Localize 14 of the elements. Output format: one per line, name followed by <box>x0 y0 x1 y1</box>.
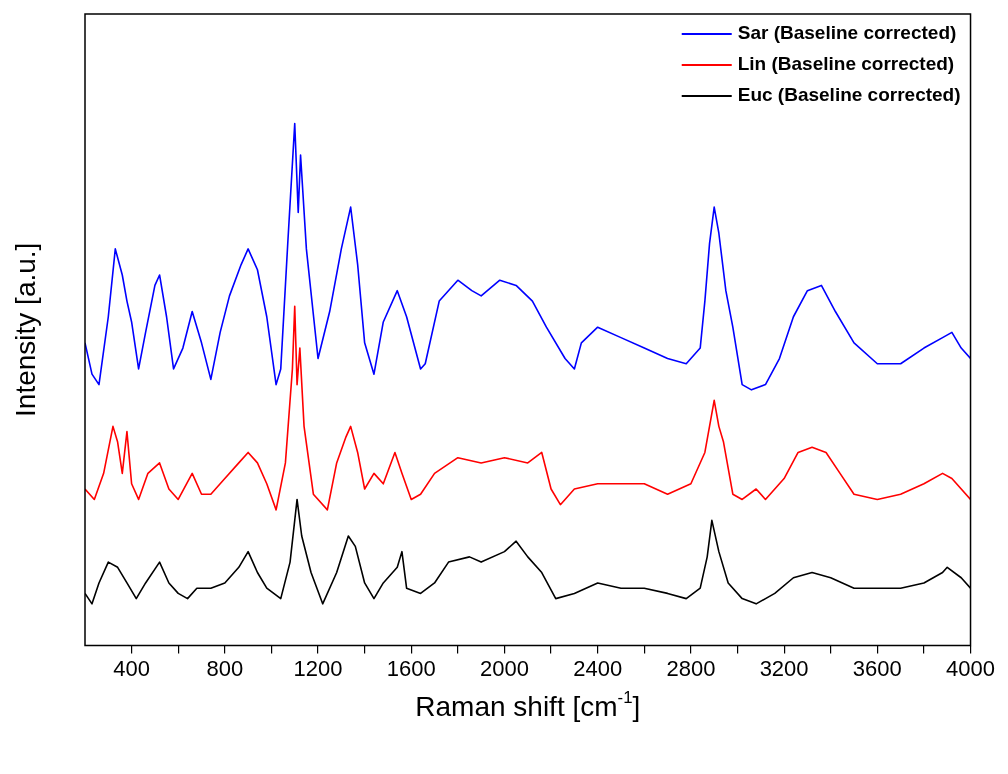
x-tick-label: 1600 <box>386 655 436 681</box>
x-tick-label: 400 <box>113 655 150 681</box>
y-axis-title: Intensity [a.u.] <box>10 242 41 417</box>
x-tick-label: 2000 <box>479 655 529 681</box>
x-tick-label: 3200 <box>759 655 809 681</box>
x-tick-label: 1200 <box>293 655 343 681</box>
legend-label: Lin (Baseline corrected) <box>737 53 955 75</box>
x-tick-label: 2800 <box>666 655 716 681</box>
x-tick-label: 2400 <box>573 655 623 681</box>
legend-label: Euc (Baseline corrected) <box>737 84 961 106</box>
x-tick-label: 3600 <box>852 655 902 681</box>
x-tick-label: 4000 <box>946 655 996 681</box>
x-tick-label: 800 <box>206 655 244 681</box>
legend-label: Sar (Baseline corrected) <box>737 22 957 44</box>
